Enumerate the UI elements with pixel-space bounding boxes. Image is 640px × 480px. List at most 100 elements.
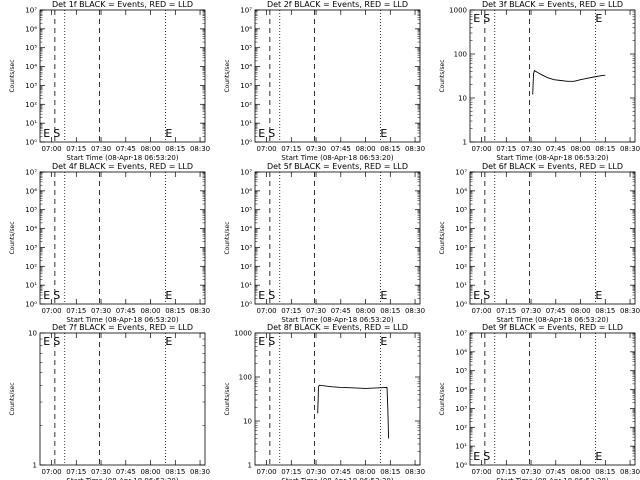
y-tick-label: 10³ [240, 82, 252, 90]
x-tick-label: 08:00 [140, 307, 160, 315]
x-tick-label: 07:30 [521, 145, 541, 153]
x-tick-label: 07:15 [281, 145, 301, 153]
x-tick-label: 08:30 [620, 468, 640, 476]
x-tick-label: 08:30 [620, 145, 640, 153]
y-tick-label: 10⁴ [240, 225, 252, 233]
y-tick-label: 10⁰ [240, 139, 252, 147]
y-tick-label: 10² [25, 101, 37, 109]
x-tick-label: 07:45 [331, 145, 351, 153]
y-tick-label: 10⁰ [455, 462, 467, 470]
y-axis-label: Counts/sec [9, 221, 16, 254]
marker-e: E [380, 335, 387, 348]
x-tick-label: 08:00 [140, 145, 160, 153]
x-tick-label: 07:15 [281, 468, 301, 476]
x-axis-label: Start Time (08-Apr-18 06:53:20) [496, 316, 608, 324]
y-tick-label: 10⁷ [455, 330, 467, 338]
x-tick-label: 07:30 [306, 145, 326, 153]
marker-e: E [473, 12, 480, 25]
y-tick-label: 10 [28, 330, 37, 338]
y-tick-label: 10⁵ [240, 206, 252, 214]
panel-title: Det 4f BLACK = Events, RED = LLD [52, 162, 193, 171]
y-tick-label: 10⁷ [25, 7, 37, 15]
marker-e: E [258, 335, 265, 348]
x-tick-label: 07:30 [91, 307, 111, 315]
marker-s: S [268, 335, 275, 348]
panel-title: Det 5f BLACK = Events, RED = LLD [267, 162, 408, 171]
y-tick-label: 10⁷ [25, 169, 37, 177]
panel-1: Det 1f BLACK = Events, RED = LLD 10⁰ 10¹ 10… [9, 0, 210, 162]
x-tick-label: 08:15 [165, 468, 185, 476]
x-tick-label: 07:45 [331, 468, 351, 476]
marker-e: E [165, 289, 172, 302]
x-tick-label: 08:00 [570, 145, 590, 153]
panel-title: Det 3f BLACK = Events, RED = LLD [482, 0, 623, 9]
panel-9: Det 9f BLACK = Events, RED = LLD 10⁰ 10¹ 10… [439, 323, 640, 480]
y-tick-label: 10⁵ [25, 206, 37, 214]
y-axis-label: Counts/sec [224, 382, 231, 415]
y-tick-label: 1 [463, 139, 467, 147]
y-tick-label: 10⁰ [25, 301, 37, 309]
panel-5: Det 5f BLACK = Events, RED = LLD 10⁰ 10¹ 10… [224, 162, 425, 324]
x-tick-label: 08:15 [165, 307, 185, 315]
y-tick-label: 10¹ [25, 282, 37, 290]
x-tick-label: 08:00 [140, 468, 160, 476]
panel-title: Det 6f BLACK = Events, RED = LLD [482, 162, 623, 171]
x-tick-label: 07:45 [546, 145, 566, 153]
x-tick-label: 07:00 [471, 307, 491, 315]
panel-title: Det 8f BLACK = Events, RED = LLD [267, 323, 408, 332]
y-tick-label: 10² [455, 263, 467, 271]
y-tick-label: 1 [33, 462, 37, 470]
y-tick-label: 10² [240, 263, 252, 271]
x-axis-label: Start Time (08-Apr-18 06:53:20) [496, 477, 608, 480]
y-tick-label: 10² [455, 424, 467, 432]
x-tick-label: 07:30 [521, 468, 541, 476]
marker-s: S [483, 289, 490, 302]
y-tick-label: 10⁵ [240, 44, 252, 52]
x-tick-label: 08:30 [190, 145, 210, 153]
y-tick-label: 10⁰ [25, 139, 37, 147]
y-tick-label: 100 [454, 51, 467, 59]
y-tick-label: 10⁶ [25, 187, 37, 195]
panel-8: Det 8f BLACK = Events, RED = LLD 1 10 100 10… [224, 323, 425, 480]
marker-s: S [483, 450, 490, 463]
x-tick-label: 07:00 [256, 468, 276, 476]
x-tick-label: 07:00 [471, 145, 491, 153]
marker-s: S [483, 12, 490, 25]
y-tick-label: 10⁵ [455, 206, 467, 214]
y-tick-label: 10⁵ [25, 44, 37, 52]
y-tick-label: 10⁷ [240, 169, 252, 177]
y-tick-label: 10² [25, 263, 37, 271]
y-tick-label: 10⁶ [455, 187, 467, 195]
x-axis-label: Start Time (08-Apr-18 06:53:20) [496, 154, 608, 162]
x-tick-label: 08:30 [620, 307, 640, 315]
x-tick-label: 08:30 [405, 468, 425, 476]
x-tick-label: 07:15 [496, 145, 516, 153]
marker-e: E [595, 450, 602, 463]
y-tick-label: 10¹ [240, 120, 252, 128]
y-tick-label: 10⁶ [240, 25, 252, 33]
x-tick-label: 07:45 [546, 307, 566, 315]
y-tick-label: 10 [458, 95, 467, 103]
plot-frame [469, 9, 636, 143]
events-series-line [532, 69, 606, 95]
y-tick-label: 10⁴ [25, 225, 37, 233]
y-tick-label: 10³ [455, 244, 467, 252]
plot-frame [39, 332, 206, 466]
x-tick-label: 07:15 [496, 307, 516, 315]
panel-title: Det 9f BLACK = Events, RED = LLD [482, 323, 623, 332]
marker-e: E [380, 127, 387, 140]
x-tick-label: 07:00 [471, 468, 491, 476]
marker-e: E [258, 127, 265, 140]
x-tick-label: 08:00 [570, 468, 590, 476]
x-tick-label: 07:45 [116, 307, 136, 315]
x-tick-label: 07:30 [306, 307, 326, 315]
x-tick-label: 07:15 [66, 307, 86, 315]
y-tick-label: 10³ [25, 82, 37, 90]
y-tick-label: 100 [239, 374, 252, 382]
x-tick-label: 07:00 [41, 307, 61, 315]
y-tick-label: 10⁴ [455, 225, 467, 233]
x-tick-label: 08:15 [380, 468, 400, 476]
panel-title: Det 1f BLACK = Events, RED = LLD [52, 0, 193, 9]
plot-frame [254, 171, 421, 305]
marker-e: E [595, 12, 602, 25]
